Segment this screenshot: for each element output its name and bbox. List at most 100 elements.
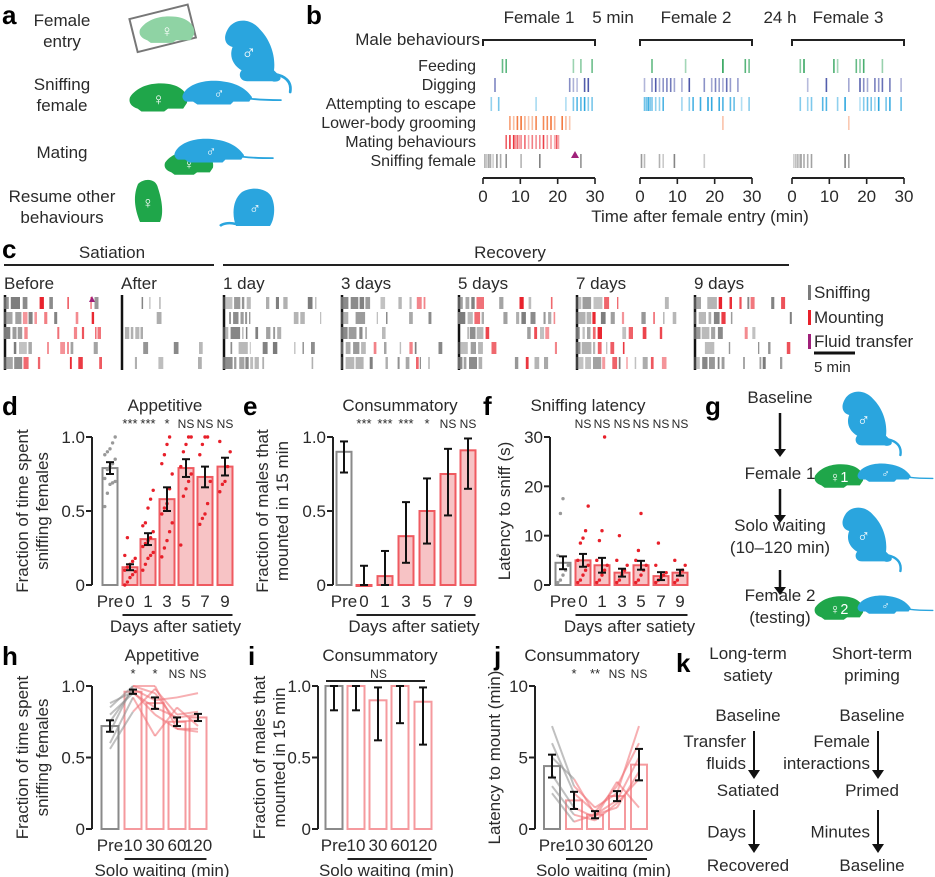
ethogram-event-tick [710,97,713,111]
sniffing-event [399,342,402,354]
data-point [223,479,227,484]
paired-line [551,792,575,823]
male-symbol-icon: ♂ [241,43,256,65]
mounting-event [659,327,663,339]
ethogram-event-tick [722,59,724,73]
mounting-event [67,297,69,309]
sniffing-event [463,357,467,369]
ethogram-event-tick [748,97,750,111]
legend-label: Sniffing [814,283,870,302]
sniffing-event [302,342,304,354]
sniffing-event [283,297,288,309]
female-mouse-body [139,16,195,43]
data-point [179,464,183,469]
data-point [146,506,150,510]
sniffing-event [728,342,731,354]
sniffing-event [543,312,546,324]
mounting-event [628,327,633,339]
sniffing-event [4,327,11,339]
ethogram-event-tick [501,59,504,73]
ethogram-event-tick [572,59,575,73]
y-tick-label: 0 [534,576,543,595]
data-point [615,580,619,585]
sniffing-event [341,357,343,369]
data-point [130,559,135,564]
data-point [220,482,225,487]
sniffing-event [672,312,677,324]
sniffing-event [359,297,365,309]
data-point [165,442,169,447]
panel-b-ethogram: Male behaviours Female 1 Female 2 Female 3 5… [321,8,913,226]
ethogram-event-tick [565,116,567,130]
sniffing-event [22,297,28,309]
sniffing-event [503,312,508,324]
sniffing-event [307,297,313,309]
ethogram-event-tick [810,97,813,111]
mounting-event [73,327,78,339]
significance-label: NS [197,417,214,431]
y-axis-title: Latency to mount (min) [485,671,504,845]
sniffing-event [320,312,322,324]
panel-c-raster: Satiation Recovery Before After 1 day 3 days 5… [3,243,914,376]
data-point [148,497,153,501]
sniffing-event [701,327,710,339]
mounting-event [44,312,48,324]
significance-label: NS [190,667,207,681]
data-point [581,573,585,577]
ethogram-event-tick [516,135,519,149]
y-tick-label: 30 [524,428,543,447]
sniffing-event [516,312,520,324]
sniffing-event [593,357,602,369]
ethogram-event-tick [492,154,494,168]
data-point [673,558,677,563]
mounting-event [416,357,419,369]
sniffing-event [240,312,244,324]
ethogram-event-tick [654,78,657,92]
legend-swatch [808,334,811,349]
data-point [189,435,193,439]
ethogram-event-tick [505,135,507,149]
panel-label-j: j [493,641,501,671]
ethogram-event-tick [673,78,676,92]
x-tick-label: 10 [668,187,687,206]
sniffing-event [223,297,233,309]
sniffing-event [239,357,245,369]
sniffing-event [530,312,536,324]
y-tick-label: 0 [519,820,528,839]
sniffing-event [233,312,239,324]
data-point [636,548,641,553]
x-tick-label: 10 [347,836,366,855]
ethogram-event-tick [576,78,578,92]
data-point [583,568,588,572]
x-tick-label: 30 [586,187,605,206]
x-tick-label: 7 [200,592,209,611]
data-point [636,578,641,582]
data-point [198,522,202,527]
ethogram-event-tick [580,154,582,168]
x-tick-label: 0 [578,592,587,611]
male-symbol-icon: ♂ [214,87,225,103]
significance-label: NS [631,667,648,681]
sniffing-event [771,297,775,309]
panel-k-model: Long-term satiety Baseline Satiated Recovere… [683,644,912,875]
mounting-event [729,297,732,309]
bar [177,467,195,586]
protocol-step-label: (testing) [749,608,810,627]
ethogram-event-tick [651,78,653,92]
data-point [128,575,132,580]
sniffing-event [230,342,233,354]
model-column-title: Short-term [832,644,912,663]
data-point [578,578,583,582]
x-tick-label: 30 [586,836,605,855]
data-point [558,511,563,516]
data-point [143,562,148,566]
paired-line [616,757,640,801]
ethogram-event-tick [535,116,537,130]
male-mouse-tail [909,476,934,480]
y-tick-label: 1.0 [287,677,311,696]
ethogram-event-tick [806,78,809,92]
ethogram-event-tick [487,154,490,168]
y-tick-label: 0.5 [61,749,85,768]
sniffing-event [458,357,463,369]
